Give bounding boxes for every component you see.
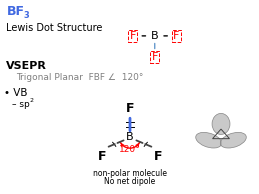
Text: 3: 3	[23, 11, 29, 20]
Text: F: F	[130, 31, 136, 41]
Text: B: B	[151, 31, 159, 41]
Text: VSEPR: VSEPR	[6, 61, 47, 71]
Text: Lewis Dot Structure: Lewis Dot Structure	[6, 23, 103, 33]
Text: – sp: – sp	[12, 100, 30, 109]
Text: F: F	[98, 150, 106, 163]
Ellipse shape	[220, 132, 246, 148]
Ellipse shape	[212, 113, 230, 134]
Text: Trigonal Planar  FBF ∠  120°: Trigonal Planar FBF ∠ 120°	[16, 73, 143, 82]
Text: B: B	[126, 133, 134, 142]
Text: non-polar molecule: non-polar molecule	[93, 169, 167, 178]
Text: BF: BF	[7, 5, 25, 18]
Text: 2: 2	[29, 98, 33, 103]
Text: • VB: • VB	[4, 88, 28, 98]
Text: 120°: 120°	[119, 145, 141, 154]
Ellipse shape	[196, 132, 222, 148]
Text: No net dipole: No net dipole	[104, 177, 156, 186]
Text: F: F	[154, 150, 162, 163]
Text: F: F	[173, 31, 180, 41]
Text: F: F	[152, 52, 158, 62]
Text: F: F	[126, 102, 134, 115]
